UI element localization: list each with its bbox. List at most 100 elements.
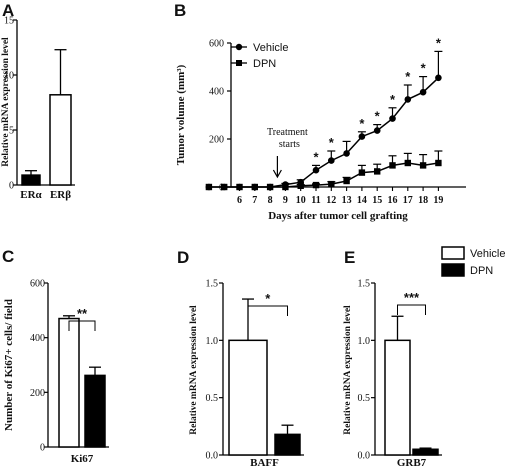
significance-bracket [68,320,96,331]
panel-b: B0200400600678910111213141516171819Days … [174,1,466,222]
data-point-vehicle [419,88,427,96]
legend: Vehicle DPN [441,246,505,277]
bar-ERα [21,174,41,186]
data-point-dpn [419,162,427,169]
data-point-vehicle [373,127,381,134]
y-tick-label: 0.0 [206,451,219,462]
data-point-dpn [236,183,243,191]
x-tick-label: 15 [372,195,382,206]
x-tick-label: 14 [357,195,367,206]
data-point-dpn [205,183,213,191]
bar-DPN [84,374,106,448]
bar-ERβ [49,94,72,186]
data-point-dpn [312,181,320,189]
y-tick-label: 200 [209,135,224,146]
bar-DPN [412,448,439,456]
bar-DPN [274,433,301,456]
panel-a: A 0 5 10 15 Relative mRNA expression level ERα… [1,1,75,201]
x-tick-label: 16 [388,195,398,206]
legend-swatch [441,263,465,277]
panel-d: D 0.0 0.5 1.0 1.5 Relative mRNA expression le… [177,248,304,469]
y-tick-label: 0.0 [358,451,371,462]
x-tick-label: 13 [342,195,352,206]
significance-label: ** [77,306,88,321]
data-point-dpn [328,180,335,188]
significance-star: * [390,92,396,107]
x-tick-label: 12 [326,195,336,206]
legend-label-dpn: DPN [253,58,276,70]
significance-star: * [375,109,381,124]
panel-e: E 0.0 0.5 1.0 1.5 Relative mRNA expression le… [343,248,442,469]
legend-label: DPN [470,265,493,277]
y-tick-label: 5 [9,126,14,137]
data-point-vehicle [435,74,442,82]
series-line-dpn [208,162,439,188]
x-tick-label: 9 [283,195,288,206]
data-point-vehicle [404,96,412,103]
legend-marker-vehicle [235,43,243,51]
y-axis-title: Tumor volume (mm³) [175,64,187,165]
legend-swatch [441,246,465,260]
data-point-vehicle [358,133,366,140]
panel-letter: D [177,248,189,267]
data-point-dpn [221,183,228,191]
data-point-vehicle [389,115,396,122]
y-tick-label: 0 [9,181,14,192]
y-tick-label: 400 [30,333,45,344]
significance-label: *** [404,290,420,305]
panel-letter: A [2,1,14,20]
x-axis-title: Days after tumor cell grafting [268,210,408,222]
y-tick-label: 1.5 [358,279,371,290]
data-point-vehicle [328,157,335,164]
significance-bracket [247,305,288,316]
x-tick-label: 7 [252,195,257,206]
x-category-label: BAFF [250,457,279,469]
y-tick-label: 400 [209,87,224,98]
x-tick-label: 11 [311,195,320,206]
data-point-dpn [343,177,350,185]
y-tick-label: 0.5 [358,393,371,404]
annotation-arrowhead [272,169,282,179]
significance-star: * [436,35,442,50]
y-axis-title: Relative mRNA expression level [189,305,199,435]
data-point-dpn [374,168,381,175]
significance-star: * [405,69,411,84]
bar-Vehicle [384,339,411,456]
data-point-vehicle [343,150,350,157]
y-tick-label: 0 [40,443,45,454]
series-line-vehicle [208,77,439,188]
y-tick-label: 15 [4,16,14,27]
data-point-dpn [251,183,258,191]
y-tick-label: 1.0 [358,336,371,347]
significance-star: * [359,116,365,131]
significance-label: * [265,291,271,306]
data-point-dpn [435,159,442,167]
y-tick-label: 600 [209,39,224,50]
x-tick-label: 17 [403,195,413,206]
x-category-label: GRB7 [397,457,427,469]
panel-letter: E [344,248,355,267]
data-point-dpn [389,162,396,169]
panel-letter: B [174,1,186,20]
data-point-dpn [358,169,366,176]
significance-bracket [397,304,426,315]
x-category-label: ERα [20,189,42,201]
y-axis-title: Relative mRNA expression level [1,37,11,167]
y-tick-label: 200 [30,388,45,399]
panel-letter: C [2,247,14,266]
data-point-dpn [266,183,274,191]
legend-marker-dpn [236,60,242,66]
y-axis-title: Relative mRNA expression level [343,305,353,435]
legend-label-vehicle: Vehicle [253,42,288,54]
y-tick-label: 1.0 [206,336,219,347]
x-tick-label: 8 [268,195,273,206]
x-category-label: ERβ [50,189,71,201]
x-tick-label: 18 [418,195,428,206]
significance-star: * [313,149,319,164]
bar-Vehicle [58,317,80,448]
legend-label: Vehicle [470,248,505,260]
annotation-label: Treatment [267,127,308,138]
y-axis-title: Number of Ki67+ cells/ field [3,299,15,431]
bar-Vehicle [228,339,268,456]
annotation-label: starts [279,139,300,150]
